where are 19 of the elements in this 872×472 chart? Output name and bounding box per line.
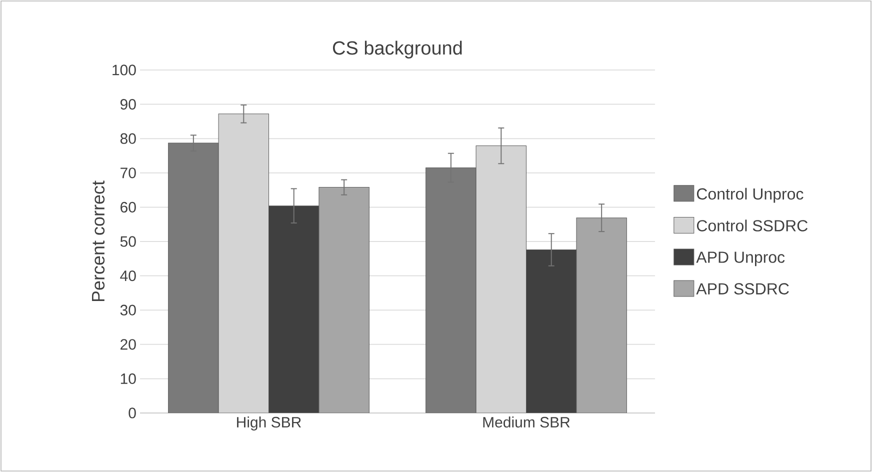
y-tick-label: 0 [128, 408, 136, 418]
legend-label: Control Unproc [696, 188, 804, 203]
y-tick-label: 80 [120, 133, 136, 144]
y-tick-label: 30 [120, 304, 136, 316]
y-tick-label: 70 [120, 168, 136, 178]
legend-label: Control SSDRC [696, 220, 808, 232]
chart-title: CS background [332, 40, 462, 58]
y-tick-label: 40 [120, 270, 136, 282]
y-tick-label: 60 [120, 202, 136, 213]
y-tick-label: 20 [120, 339, 136, 350]
x-tick-label: High SBR [237, 416, 301, 431]
y-tick-label: 50 [120, 236, 136, 247]
x-tick-label: Medium SBR [483, 416, 570, 428]
legend-label: APD SSDRC [696, 283, 789, 294]
y-tick-label: 100 [112, 64, 136, 76]
y-axis-title: Percent correct [92, 180, 105, 302]
legend-label: APD Unproc [696, 252, 785, 266]
y-tick-label: 90 [120, 98, 136, 110]
y-tick-label: 10 [120, 373, 136, 384]
